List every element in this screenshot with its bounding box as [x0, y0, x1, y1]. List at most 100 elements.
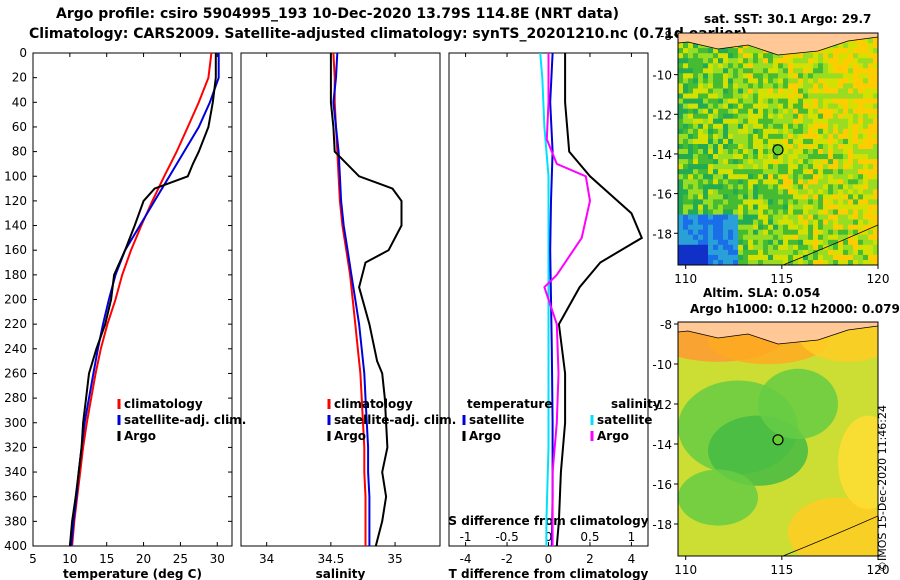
- sst-cell: [693, 133, 699, 140]
- sst-cell: [688, 108, 694, 115]
- sst-cell: [783, 214, 789, 221]
- sst-cell: [733, 204, 739, 211]
- sst-cell: [813, 118, 819, 125]
- series-s-argo: [543, 53, 592, 546]
- sst-cell: [868, 219, 874, 226]
- sst-cell: [808, 144, 814, 150]
- sst-cell: [868, 73, 874, 79]
- sst-cell: [798, 128, 804, 135]
- sst-cell: [873, 204, 878, 211]
- diff-legend-s-satellite: satellite: [597, 413, 652, 427]
- sst-cell: [848, 98, 854, 105]
- sst-cell: [688, 138, 694, 145]
- sst-cell: [718, 63, 724, 69]
- sst-cell: [728, 214, 734, 221]
- sst-cell: [753, 260, 759, 265]
- sst-cell: [723, 169, 729, 175]
- sst-cell: [843, 199, 849, 205]
- sst-cell: [698, 199, 704, 205]
- sst-cell: [788, 113, 794, 120]
- sst-cell: [738, 63, 744, 69]
- sst-cell: [708, 93, 714, 100]
- sst-cell: [763, 108, 769, 115]
- sst-cell: [688, 239, 694, 246]
- sst-cell: [718, 118, 724, 125]
- sst-cell: [808, 179, 814, 185]
- sst-cell: [703, 249, 709, 256]
- sst-cell: [728, 194, 734, 200]
- sst-cell: [738, 53, 744, 59]
- sst-cell: [868, 38, 874, 44]
- sst-cell: [873, 128, 878, 135]
- sst-cell: [863, 254, 869, 261]
- sst-cell: [803, 144, 809, 150]
- sst-cell: [713, 73, 719, 79]
- sst-cell: [853, 239, 859, 246]
- sla-float-marker: [772, 434, 784, 446]
- sst-cell: [723, 174, 729, 180]
- sst-cell: [838, 123, 844, 130]
- sst-cell: [848, 154, 854, 160]
- sst-cell: [793, 219, 799, 226]
- series-climatology: [71, 52, 213, 547]
- sst-cell: [748, 88, 754, 95]
- sst-cell: [763, 174, 769, 180]
- sst-cell: [753, 133, 759, 140]
- sst-cell: [778, 209, 784, 216]
- sst-cell: [728, 73, 734, 79]
- sst-cell: [798, 93, 804, 100]
- sst-cell: [823, 214, 829, 221]
- sst-cell: [713, 98, 719, 105]
- sst-cell: [718, 78, 724, 84]
- sst-cell: [798, 249, 804, 256]
- sst-cell: [738, 234, 744, 241]
- sst-cell: [688, 229, 694, 236]
- sst-cell: [728, 98, 734, 105]
- sst-cell: [683, 133, 689, 140]
- sst-cell: [838, 118, 844, 125]
- sst-cell: [763, 249, 769, 256]
- sst-cell: [718, 224, 724, 231]
- sst-cell: [803, 214, 809, 221]
- sst-cell: [708, 58, 714, 64]
- sst-cell: [808, 73, 814, 79]
- sst-cell: [808, 239, 814, 246]
- sst-cell: [748, 149, 754, 155]
- sst-cell: [718, 184, 724, 190]
- y-tick-label-120: 120: [4, 194, 27, 208]
- sst-cell: [783, 184, 789, 190]
- sst-cell: [748, 169, 754, 175]
- sst-cell: [813, 68, 819, 74]
- sst-cell: [783, 209, 789, 216]
- sst-cell: [853, 53, 859, 59]
- sst-cell: [758, 244, 764, 251]
- sst-cell: [858, 149, 864, 155]
- sst-cell: [803, 194, 809, 200]
- sst-cell: [783, 194, 789, 200]
- sst-cell: [788, 254, 794, 261]
- sst-cell: [843, 209, 849, 216]
- sst-cell: [858, 184, 864, 190]
- sst-cell: [793, 234, 799, 241]
- diff-legend-temperature-title: temperature: [467, 397, 552, 411]
- sst-cell: [838, 149, 844, 155]
- sst-cell: [703, 229, 709, 236]
- sst-cell: [788, 88, 794, 95]
- sst-cell: [858, 204, 864, 211]
- sst-cell: [828, 53, 834, 59]
- sst-cell: [693, 103, 699, 110]
- sst-cell: [763, 204, 769, 211]
- sst-cell: [873, 260, 878, 265]
- sst-cell: [713, 194, 719, 200]
- sst-cell: [683, 159, 689, 165]
- sst-cell: [763, 78, 769, 84]
- sst-cell: [843, 98, 849, 105]
- sst-cell: [833, 234, 839, 241]
- sst-cell: [728, 138, 734, 145]
- sst-cell: [733, 164, 739, 170]
- sst-cell: [873, 214, 878, 221]
- sst-cell: [863, 214, 869, 221]
- sst-cell: [843, 133, 849, 140]
- sst-cell: [733, 63, 739, 69]
- sst-cell: [853, 199, 859, 205]
